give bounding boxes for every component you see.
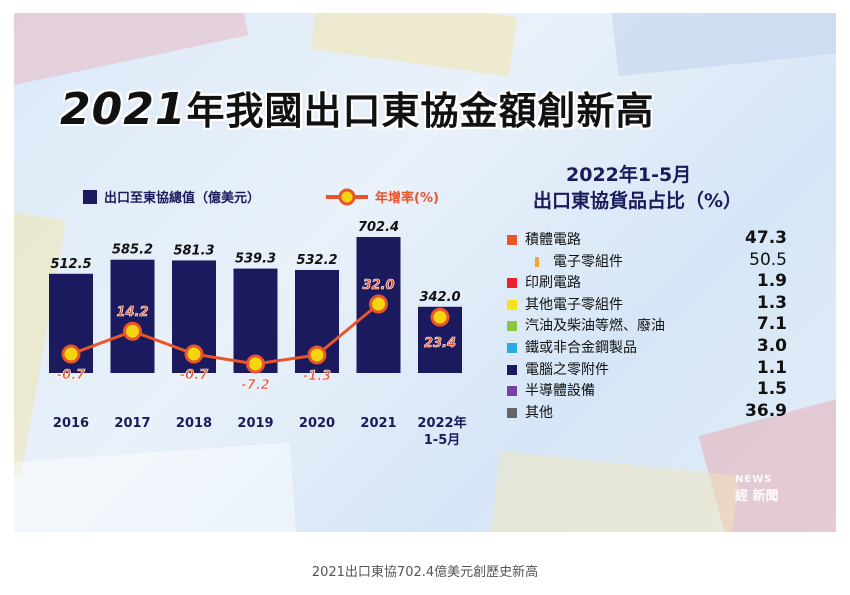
- share-swatch: [507, 342, 517, 353]
- share-item-label: 其他電子零組件: [525, 296, 623, 313]
- share-item: 汽油及柴油等燃、廢油 7.1: [505, 314, 787, 336]
- growth-rate-point: [123, 321, 142, 341]
- x-tick-label: 1-5月: [424, 433, 461, 448]
- growth-rate-label: -7.2: [241, 378, 269, 393]
- x-tick-label: 2021: [360, 416, 396, 431]
- legend-dot-swatch: [338, 188, 356, 206]
- growth-rate-point: [307, 345, 327, 365]
- share-item-label: 半導體設備: [525, 383, 595, 400]
- share-swatch: [507, 364, 517, 375]
- growth-rate-point: [246, 354, 265, 374]
- image-caption: 2021出口東協702.4億美元創歷史新高: [311, 565, 539, 580]
- bar-value-label: 342.0: [419, 290, 460, 305]
- share-swatch: [507, 386, 517, 397]
- x-tick-label: 2016: [53, 416, 89, 431]
- share-item-value: 50.5: [749, 249, 787, 270]
- share-item-value: 7.1: [756, 314, 787, 335]
- x-tick-label: 2022年: [417, 415, 466, 431]
- title-year: 2021: [60, 84, 187, 135]
- bar-value-label: 539.3: [235, 252, 276, 267]
- title-text: 年我國出口東協金額創新高: [186, 89, 655, 133]
- legend-line-label: 年增率(%): [375, 190, 439, 206]
- share-item-value: 1.9: [756, 271, 787, 292]
- growth-rate-line: [70, 302, 380, 366]
- share-item: 電腦之零附件 1.1: [505, 358, 787, 380]
- share-swatch: [507, 407, 517, 418]
- growth-rate-point: [61, 344, 81, 364]
- bar-value-label: 532.2: [296, 253, 337, 268]
- share-item-value: 36.9: [745, 400, 787, 421]
- x-tick-label: 2018: [176, 416, 212, 431]
- logo-news-text: NEWS: [735, 474, 773, 485]
- share-item-label: 鐵或非合金鋼製品: [525, 339, 637, 356]
- growth-rate-label: -1.3: [303, 369, 331, 384]
- share-swatch: [507, 299, 517, 310]
- bar-value-label: 702.4: [358, 220, 399, 235]
- share-swatch: [507, 278, 517, 289]
- share-swatch: [507, 321, 517, 332]
- share-item-value: 3.0: [756, 335, 787, 356]
- x-tick-label: 2019: [237, 416, 273, 431]
- page-title: 2021年我國出口東協金額創新高: [60, 80, 654, 135]
- share-swatch: [535, 256, 539, 267]
- share-item-value: 1.3: [756, 292, 787, 313]
- share-item-value: 47.3: [745, 228, 787, 248]
- share-title: 出口東協貨品占比（%）: [533, 190, 743, 212]
- logo-brand-text: 經 新聞: [735, 489, 779, 504]
- bar-value-label: 585.2: [112, 243, 153, 258]
- share-title-period: 2022年1-5月: [566, 164, 692, 186]
- growth-rate-label: 23.4: [424, 336, 456, 351]
- news-logo: NEWS 經 新聞: [735, 474, 779, 504]
- share-item-label: 其他: [525, 404, 553, 421]
- bar-2017: [110, 259, 155, 373]
- share-item: 電子零組件 50.5: [505, 250, 787, 272]
- share-item-value: 1.1: [756, 357, 787, 378]
- bar-value-label: 581.3: [173, 243, 214, 258]
- share-item-value: 1.5: [756, 379, 787, 400]
- growth-rate-point: [430, 307, 450, 327]
- x-tick-label: 2017: [114, 416, 150, 431]
- x-tick-label: 2020: [299, 416, 335, 431]
- share-swatch: [507, 235, 517, 245]
- growth-rate-label: -0.7: [57, 368, 86, 383]
- share-item: 鐵或非合金鋼製品 3.0: [505, 336, 787, 358]
- share-item: 積體電路 47.3: [505, 228, 787, 250]
- share-item-label: 印刷電路: [525, 275, 581, 292]
- share-item-label: 汽油及柴油等燃、廢油: [525, 318, 665, 335]
- growth-rate-point: [184, 344, 204, 364]
- share-item: 其他 36.9: [505, 401, 787, 423]
- share-item: 印刷電路 1.9: [505, 271, 787, 293]
- growth-rate-point: [369, 294, 388, 314]
- share-item-label: 積體電路: [525, 232, 581, 248]
- share-item-label: 電腦之零附件: [525, 361, 609, 378]
- bar-value-label: 512.5: [50, 257, 91, 272]
- growth-rate-label: -0.7: [180, 368, 209, 383]
- legend-bar-label: 出口至東協總值（億美元）: [104, 190, 260, 206]
- share-item: 半導體設備 1.5: [505, 379, 787, 401]
- share-list: 積體電路 47.3 電子零組件 50.5 印刷電路 1.9 其他電子零組件 1.3 汽油及柴油等…: [505, 228, 787, 422]
- growth-rate-label: 32.0: [362, 278, 394, 293]
- legend-bar-swatch: [83, 190, 97, 204]
- growth-rate-label: 14.2: [116, 305, 148, 320]
- share-item-label: 電子零組件: [553, 253, 623, 270]
- share-item: 其他電子零組件 1.3: [505, 293, 787, 315]
